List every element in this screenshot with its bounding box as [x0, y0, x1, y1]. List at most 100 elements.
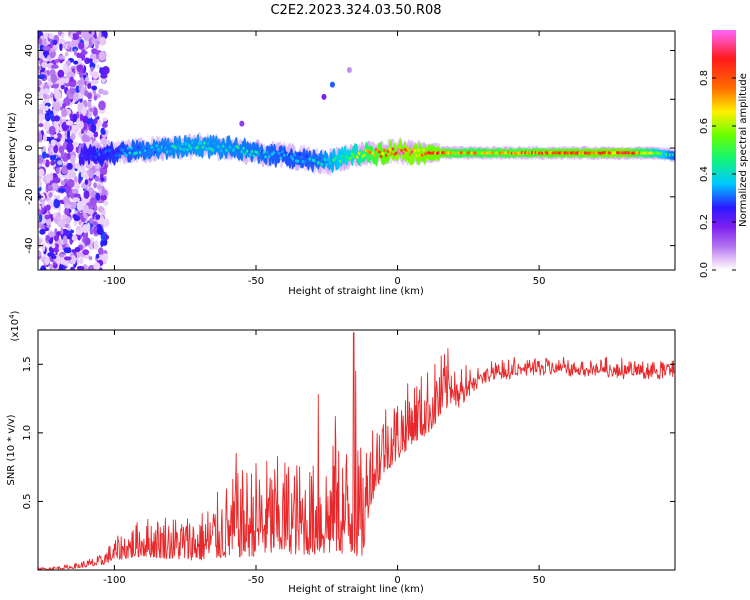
spectrogram-noise-cell: [53, 115, 60, 122]
spectrogram-noise-cell: [73, 92, 79, 102]
spectrogram-noise-cell: [74, 246, 81, 253]
spectrogram-noise-cell: [58, 263, 63, 270]
spectrogram-noise-cell: [95, 171, 101, 177]
spectrogram-spot: [346, 67, 352, 74]
spectrogram-noise-cell: [60, 33, 65, 39]
spectrogram-y-tick-label: 40: [24, 44, 35, 57]
spectrogram-core-cell: [121, 148, 125, 152]
spectrogram-core-cell: [102, 151, 106, 155]
snr-x-tick-label: 50: [533, 575, 546, 586]
spectrogram-noise-cell: [53, 121, 58, 126]
spectrogram-noise-cell: [77, 64, 84, 69]
spectrogram-noise-cell: [101, 90, 109, 96]
spectrogram-noise-cell: [66, 152, 71, 160]
colorbar-tick-label: 0.0: [699, 262, 710, 278]
spectrogram-noise-cell: [43, 121, 51, 131]
snr-x-tick-label: 0: [394, 575, 400, 586]
spectrogram-core-cell: [226, 149, 230, 153]
spectrogram-core-cell: [218, 146, 222, 150]
spectrogram-noise-cell: [101, 129, 106, 135]
colorbar-gradient: [712, 30, 736, 270]
spectrogram-noise-cell: [38, 213, 43, 223]
spectrogram-core-cell: [201, 145, 205, 149]
snr-y-multiplier-suffix: ): [10, 310, 21, 314]
spectrogram-spot: [239, 120, 245, 127]
spectrogram-core-cell: [350, 152, 354, 156]
spectrogram-spot: [329, 81, 335, 88]
spectrogram-core-cell: [325, 163, 329, 167]
spectrogram-core-cell: [362, 153, 366, 157]
spectrogram-core-cell: [118, 154, 121, 158]
spectrogram-noise-cell: [89, 217, 94, 224]
spectrogram-core-cell: [164, 146, 167, 150]
spectrogram-core-cell: [271, 152, 274, 156]
spectrogram-x-tick-label: 50: [533, 276, 546, 287]
spectrogram-core-cell: [187, 144, 191, 148]
spectrogram-noise-cell: [101, 185, 105, 196]
spectrogram-noise-cell: [70, 133, 76, 141]
spectrogram-noise-cell: [95, 253, 100, 259]
spectrogram-noise-cell: [83, 32, 91, 41]
spectrogram-noise-cell: [75, 85, 80, 94]
spectrogram-noise-cell: [55, 167, 60, 175]
spectrogram-noise-cell: [82, 249, 90, 256]
spectrogram-noise-cell: [83, 173, 90, 180]
spectrogram-noise-cell: [72, 113, 78, 123]
spectrogram-noise-cell: [96, 227, 104, 236]
spectrogram-core-cell: [189, 146, 193, 150]
spectrogram-noise-cell: [44, 159, 50, 168]
spectrogram-noise-cell: [62, 102, 66, 109]
spectrogram-noise-cell: [69, 201, 77, 210]
snr-x-tick-label: -100: [103, 575, 126, 586]
spectrogram-core-cell: [410, 150, 414, 154]
spectrogram-core-cell: [130, 146, 133, 150]
spectrogram-core-cell: [371, 151, 374, 155]
spectrogram-core-cell: [255, 150, 259, 155]
spectrogram-core-cell: [167, 144, 171, 148]
spectrogram-noise-cell: [99, 36, 107, 46]
spectrogram-noise-cell: [53, 144, 59, 154]
spectrogram-core-cell: [142, 145, 145, 150]
spectrogram-noise-cell: [69, 154, 76, 163]
spectrogram-noise-cell: [38, 113, 44, 124]
spectrogram-noise-cell: [101, 117, 108, 122]
spectrogram-noise-cell: [53, 198, 61, 209]
spectrogram-noise-cell: [54, 90, 62, 100]
spectrogram-noise-cell: [71, 37, 79, 48]
spectrogram-core-cell: [206, 141, 210, 146]
spectrogram-noise-cell: [81, 106, 87, 116]
spectrogram-core-cell: [150, 145, 154, 149]
colorbar-tick-label: 0.8: [699, 70, 710, 86]
spectrogram-noise-cell: [57, 160, 63, 166]
spectrogram-noise-cell: [59, 258, 66, 265]
spectrogram-noise-cell: [70, 266, 75, 270]
spectrogram-noise-cell: [93, 225, 98, 235]
spectrogram-core-cell: [320, 162, 323, 166]
spectrogram-core-cell: [116, 148, 120, 153]
colorbar-label: Normalized spectral amplitude: [738, 73, 749, 227]
spectrogram-core-cell: [250, 149, 254, 154]
spectrogram-noise-cell: [69, 33, 73, 40]
spectrogram-noise-cell: [51, 243, 56, 249]
spectrogram-core-cell: [91, 154, 94, 159]
spectrogram-core-cell: [391, 147, 395, 151]
spectrogram-noise-cell: [58, 38, 63, 45]
spectrogram-noise-cell: [43, 133, 48, 142]
spectrogram-core-cell: [315, 158, 318, 162]
spectrogram-noise-cell: [93, 94, 98, 101]
spectrogram-core-cell: [175, 143, 179, 147]
spectrogram-noise-cell: [95, 214, 101, 220]
spectrogram-noise-cell: [41, 242, 46, 252]
spectrogram-core-cell: [252, 154, 256, 158]
spectrogram-core-cell: [417, 148, 420, 152]
spectrogram-noise-cell: [93, 131, 99, 138]
spectrogram-core-cell: [296, 159, 300, 163]
spectrogram-core-cell: [283, 153, 286, 157]
spectrogram-core-cell: [339, 159, 342, 163]
spectrogram-core-cell: [383, 148, 386, 153]
spectrogram-noise-cell: [56, 195, 61, 201]
spectrogram-core-cell: [289, 155, 293, 159]
spectrogram-core-cell: [128, 151, 132, 155]
spectrogram-noise-cell: [56, 211, 61, 218]
spectrogram-noise-cell: [50, 160, 56, 166]
